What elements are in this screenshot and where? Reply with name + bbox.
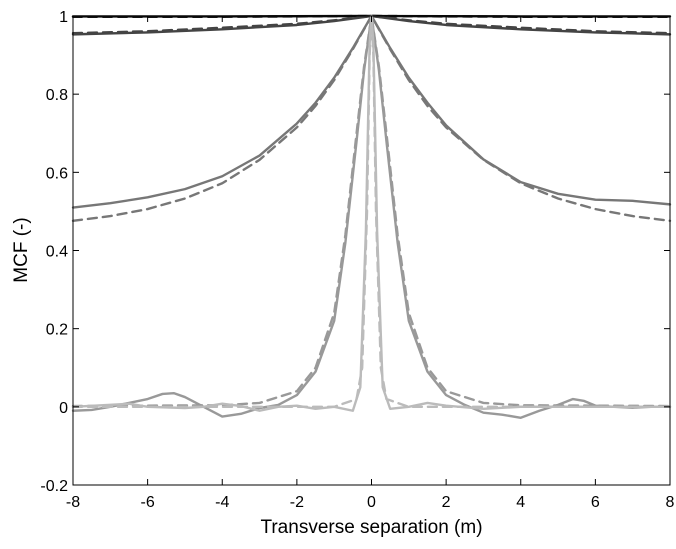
y-tick-label: 0.8	[46, 87, 68, 104]
x-tick-label: -8	[66, 494, 80, 511]
y-tick-label: 1	[59, 9, 68, 26]
x-tick-label: 6	[591, 494, 600, 511]
y-tick-label: 0.6	[46, 165, 68, 182]
y-axis-label: MCF (-)	[11, 217, 32, 282]
y-tick-label: 0.2	[46, 322, 68, 339]
x-tick-label: 2	[442, 494, 451, 511]
x-tick-label: 0	[367, 494, 376, 511]
plot-area	[73, 16, 670, 485]
x-tick-label: -6	[141, 494, 155, 511]
x-axis-label: Transverse separation (m)	[260, 517, 482, 538]
x-tick-label: -2	[290, 494, 304, 511]
y-tick-label: -0.2	[40, 478, 68, 495]
x-tick-label: 8	[666, 494, 675, 511]
x-tick-label: -4	[215, 494, 229, 511]
y-tick-label: 0.4	[46, 244, 68, 261]
y-tick-label: 0	[59, 400, 68, 417]
x-tick-label: 4	[516, 494, 525, 511]
